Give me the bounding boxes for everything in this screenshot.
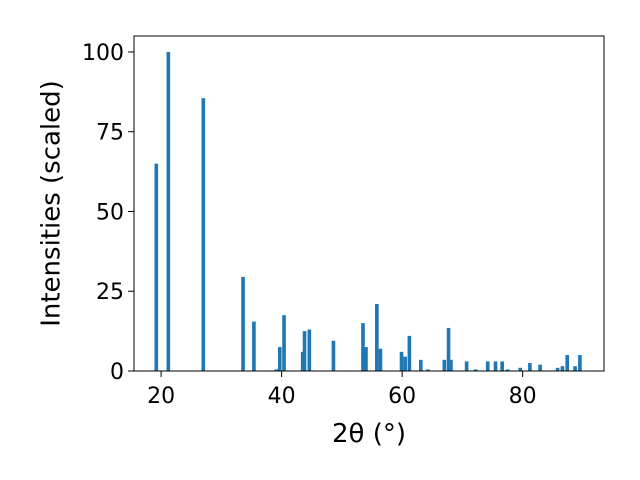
bar (426, 369, 430, 371)
bar (274, 369, 279, 371)
bar (154, 163, 159, 371)
x-tick-label: 20 (147, 384, 175, 409)
bar (485, 361, 490, 371)
bar (307, 329, 312, 371)
bar (442, 359, 447, 371)
x-tick-label: 40 (268, 384, 296, 409)
bar (565, 355, 570, 371)
bar (500, 361, 504, 371)
bar (528, 363, 532, 371)
plot-frame (133, 35, 605, 372)
bar (399, 351, 404, 371)
bar (505, 369, 510, 371)
y-axis-label: Intensities (scaled) (37, 80, 67, 327)
bar (361, 323, 365, 371)
bar (241, 276, 245, 371)
y-tick-label: 0 (110, 360, 124, 385)
x-axis-ticks: 20 40 60 80 (147, 371, 537, 409)
bar (573, 366, 577, 371)
bar (560, 366, 565, 371)
bar (252, 321, 256, 371)
bar (278, 347, 282, 371)
x-tick-label: 80 (509, 384, 537, 409)
bar (555, 367, 560, 371)
bar (378, 348, 383, 371)
bar (403, 356, 407, 371)
bar (407, 335, 412, 371)
x-axis-label: 2θ (°) (332, 419, 406, 449)
bar (518, 367, 523, 371)
x-tick-label: 60 (388, 384, 416, 409)
y-tick-label: 25 (96, 280, 124, 305)
bar (302, 331, 307, 371)
y-tick-label: 50 (96, 200, 124, 225)
bar (538, 364, 542, 371)
bar (166, 51, 171, 371)
bar (473, 369, 478, 371)
y-tick-label: 100 (82, 41, 124, 66)
bar-series (154, 51, 582, 371)
y-axis-ticks: 0 25 50 75 100 (82, 41, 134, 385)
bar (493, 361, 498, 371)
bar (375, 304, 379, 371)
bar (446, 327, 451, 371)
bar (449, 359, 453, 371)
bar (201, 98, 206, 371)
y-tick-label: 75 (96, 121, 124, 146)
bar (419, 359, 423, 371)
bar (364, 347, 368, 371)
bar (331, 340, 336, 371)
bar (282, 315, 286, 371)
bar (464, 361, 469, 371)
bar (578, 355, 582, 371)
